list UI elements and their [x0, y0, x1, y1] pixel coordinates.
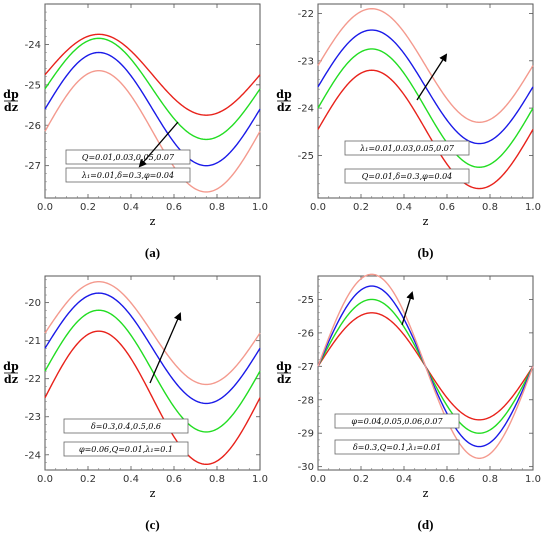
y-axis-label-numerator: dp [3, 88, 19, 101]
x-tick-label: 0.0 [310, 202, 326, 213]
x-tick-label: 0.6 [439, 202, 455, 213]
trend-arrow [416, 53, 448, 101]
x-axis-label: z [150, 487, 156, 500]
chart-panel-d: 0.0 0.2 0.4 0.6 0.8 1.0 -25 -26 -27 -28 -29 -30 dpdz… [276, 273, 541, 532]
y-tick-label: -25 [298, 151, 314, 162]
annotation-box [65, 149, 191, 165]
y-tick-label: -26 [298, 328, 314, 339]
series-line-4 [317, 8, 534, 123]
trend-arrow [401, 291, 415, 326]
panel-label: (d) [418, 517, 434, 532]
x-tick-label: 0.6 [439, 474, 455, 485]
x-tick-label: 0.0 [37, 474, 53, 485]
x-tick-label: 0.4 [123, 474, 139, 485]
x-tick-label: 0.8 [482, 202, 498, 213]
series-line-4 [44, 281, 261, 386]
y-axis-label-denominator: dz [4, 373, 18, 386]
y-axis-label-numerator: dp [276, 360, 292, 373]
series-line-2 [44, 37, 261, 141]
x-tick-label: 1.0 [252, 474, 268, 485]
annotation-box [63, 418, 189, 434]
series-line-1 [44, 330, 261, 465]
y-axis-label-denominator: dz [277, 101, 291, 114]
y-tick-label: -21 [25, 336, 41, 347]
series-line-2 [317, 48, 534, 168]
y-tick-label: -23 [298, 56, 314, 67]
x-tick-label: 0.2 [353, 202, 369, 213]
y-tick-label: -29 [298, 429, 314, 440]
y-tick-label: -22 [25, 374, 41, 385]
x-axis-label: z [150, 215, 156, 228]
x-tick-label: 0.8 [482, 474, 498, 485]
y-tick-label: -25 [298, 295, 314, 306]
y-tick-label: -25 [25, 80, 41, 91]
y-tick-label: -27 [298, 362, 314, 373]
x-tick-label: 0.4 [396, 474, 412, 485]
y-tick-label: -28 [298, 395, 314, 406]
trend-arrow [149, 312, 182, 384]
annotation-box [334, 413, 460, 429]
y-tick-label: -20 [25, 298, 41, 309]
x-tick-label: 0.4 [123, 202, 139, 213]
y-tick-label: -23 [25, 412, 41, 423]
annotation-text: Q=0.01,0.03,0.05,0.07 [82, 153, 175, 162]
x-tick-label: 0.4 [396, 202, 412, 213]
annotation-box [344, 140, 470, 156]
panel-label: (b) [418, 245, 434, 260]
x-tick-label: 0.8 [209, 474, 225, 485]
plot-frame [44, 275, 261, 471]
annotation-text: δ=0.3,0.4,0.5,0.6 [91, 422, 161, 431]
y-axis-label-denominator: dz [277, 373, 291, 386]
annotation-text: φ=0.04,0.05,0.06,0.07 [351, 417, 443, 426]
y-tick-label: -24 [25, 40, 41, 51]
series-line-4 [44, 69, 261, 193]
series-line-1 [317, 69, 534, 190]
annotation-box [344, 168, 470, 184]
y-tick-label: -30 [298, 462, 314, 473]
annotation-text: φ=0.06,Q=0.01,λ₁=0.1 [79, 445, 173, 454]
series-line-2 [44, 309, 261, 433]
panel-label: (c) [145, 517, 159, 532]
x-tick-label: 0.6 [166, 474, 182, 485]
x-tick-label: 0.0 [310, 474, 326, 485]
annotation-box [334, 439, 460, 455]
series-line-4 [317, 273, 534, 459]
x-tick-label: 0.6 [166, 202, 182, 213]
y-axis-label-denominator: dz [4, 101, 18, 114]
annotation-box [63, 441, 189, 457]
x-tick-label: 1.0 [525, 474, 541, 485]
y-tick-label: -27 [25, 161, 41, 172]
annotation-box [65, 167, 191, 183]
annotation-text: λ₁=0.01,0.03,0.05,0.07 [359, 144, 455, 153]
y-tick-label: -24 [298, 104, 314, 115]
y-tick-label: -24 [25, 450, 41, 461]
panel-label: (a) [145, 245, 160, 260]
trend-arrow [138, 121, 179, 168]
series-line-1 [44, 33, 261, 116]
x-tick-label: 1.0 [252, 202, 268, 213]
series-line-3 [44, 292, 261, 405]
annotation-text: λ₁=0.01,δ=0.3,φ=0.04 [81, 171, 174, 180]
y-axis-label-numerator: dp [3, 360, 19, 373]
y-axis-label-numerator: dp [276, 88, 292, 101]
x-tick-label: 0.0 [37, 202, 53, 213]
x-axis-label: z [423, 487, 429, 500]
y-tick-label: -26 [25, 121, 41, 132]
x-tick-label: 0.2 [353, 474, 369, 485]
x-tick-label: 0.2 [80, 474, 96, 485]
x-tick-label: 1.0 [525, 202, 541, 213]
y-tick-label: -22 [298, 9, 314, 20]
series-line-3 [44, 51, 261, 167]
x-tick-label: 0.2 [80, 202, 96, 213]
x-axis-label: z [423, 215, 429, 228]
annotation-text: δ=0.3,Q=0.1,λ₁=0.01 [353, 443, 441, 452]
x-tick-label: 0.8 [209, 202, 225, 213]
annotation-text: Q=0.01,δ=0.3,φ=0.04 [362, 172, 453, 181]
